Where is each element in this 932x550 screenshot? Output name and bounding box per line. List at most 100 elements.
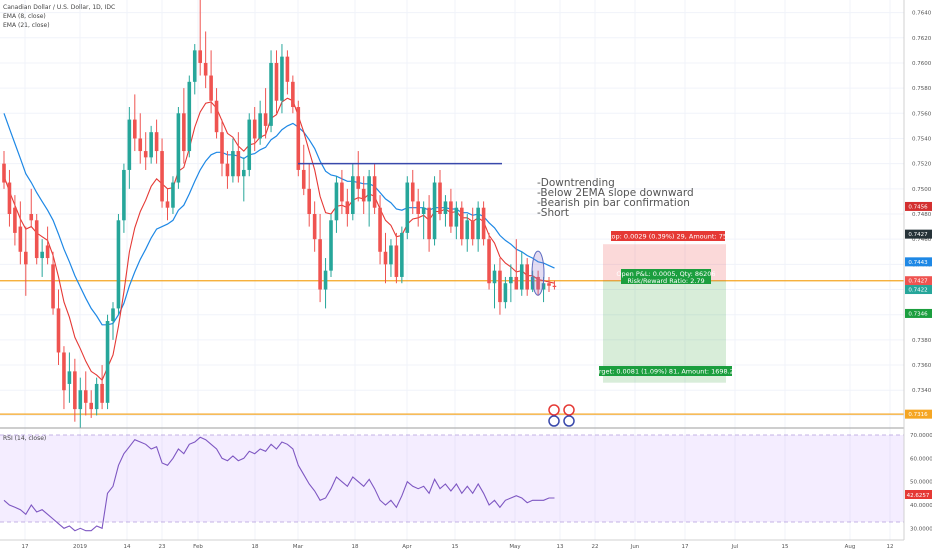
candle-body xyxy=(192,50,197,82)
candle-body xyxy=(470,220,475,240)
candle-body xyxy=(133,119,137,139)
candle-body xyxy=(225,163,230,177)
price-tick-label: 0.7560 xyxy=(912,111,932,117)
candle-body xyxy=(165,201,170,208)
candle-body xyxy=(127,119,132,170)
candle-body xyxy=(285,56,290,82)
time-tick-label: 15 xyxy=(452,544,459,550)
time-tick-label: Aug xyxy=(845,544,856,550)
candle-body xyxy=(220,132,224,164)
candle-body xyxy=(514,276,519,290)
candle-body xyxy=(62,352,66,391)
candle-body xyxy=(400,232,404,277)
horizontal-lines xyxy=(0,280,904,415)
price-badge xyxy=(905,201,932,211)
candle-body xyxy=(378,207,382,252)
candle-body xyxy=(116,220,121,309)
pnl-label: Open P&L: 0.0005, Qty: 86206 xyxy=(616,270,715,278)
flag-icon xyxy=(563,415,575,427)
rsi-band xyxy=(0,435,904,522)
candle-body xyxy=(503,283,508,303)
candle-body xyxy=(209,75,213,101)
annotation-line: -Below 2EMA slope downward xyxy=(537,187,694,199)
price-tick-label: 0.7520 xyxy=(912,162,932,168)
candle-body xyxy=(552,285,557,288)
candle-body xyxy=(138,138,143,152)
candle-body xyxy=(274,62,279,101)
candle-body xyxy=(280,56,284,101)
time-tick-label: Apr xyxy=(402,544,412,550)
price-tick-label: 0.7360 xyxy=(912,363,932,369)
pnl-label-bg xyxy=(621,269,711,284)
candle-body xyxy=(73,371,77,410)
candle-body xyxy=(154,132,159,152)
candle-body xyxy=(89,402,93,410)
candle-body xyxy=(247,119,252,170)
price-tick-label: 0.7340 xyxy=(912,388,932,394)
price-tick-label: 0.7540 xyxy=(912,136,932,142)
candle-body xyxy=(323,270,328,290)
price-badge xyxy=(905,229,932,239)
candle-body xyxy=(236,151,241,177)
candle-body xyxy=(94,383,99,410)
candle-body xyxy=(56,308,61,353)
ema8-legend: EMA (8, close) xyxy=(3,13,46,20)
candle-body xyxy=(18,226,23,252)
target-label: Target: 0.0081 (1.09%) 81, Amount: 1698.… xyxy=(591,368,738,376)
rsi-value-badge xyxy=(905,490,932,499)
time-tick-label: 23 xyxy=(159,544,166,550)
long-short-position[interactable] xyxy=(603,244,726,383)
price-badge-label: 0.7456 xyxy=(908,204,928,210)
time-tick-label: Jul xyxy=(731,544,739,550)
candle-body xyxy=(476,207,480,240)
candle-body xyxy=(394,245,399,277)
price-axis-bg[interactable] xyxy=(904,0,932,550)
annotation-line: -Short xyxy=(537,207,569,219)
candle-body xyxy=(100,383,104,403)
flag-icon xyxy=(548,404,560,416)
candle-body xyxy=(45,245,50,259)
candle-body xyxy=(258,113,262,139)
time-tick-label: May xyxy=(509,544,521,550)
time-tick-label: 22 xyxy=(592,544,599,550)
time-tick-label: 13 xyxy=(557,544,564,550)
candle-body xyxy=(242,169,246,177)
candle-body xyxy=(13,207,17,233)
price-tick-label: 0.7580 xyxy=(912,86,932,92)
economic-events[interactable] xyxy=(548,404,575,427)
candle-body xyxy=(389,245,393,265)
candle-body xyxy=(252,119,257,139)
candle-body xyxy=(105,321,110,403)
price-badge-label: 0.7422 xyxy=(908,288,927,294)
candle-body xyxy=(519,264,524,290)
legend: Canadian Dollar / U.S. Dollar, 1D, IDC E… xyxy=(3,4,115,442)
price-tick-label: 0.7380 xyxy=(912,338,932,344)
price-tick-label: 0.7500 xyxy=(912,187,932,193)
candle-body xyxy=(421,207,426,214)
time-tick-label: 12 xyxy=(887,544,894,550)
candle-body xyxy=(405,182,410,233)
candle-body xyxy=(307,188,311,214)
rsi-tick-label: 40.0000 xyxy=(910,503,932,509)
candle-body xyxy=(29,214,34,221)
candle-body xyxy=(329,220,333,271)
pin-bar-highlight[interactable] xyxy=(531,250,545,296)
candle-body xyxy=(176,113,181,183)
ema21-legend: EMA (21, close) xyxy=(3,22,50,29)
price-badge-label: 0.7316 xyxy=(908,412,928,418)
candle-body xyxy=(345,201,350,214)
candle-body xyxy=(361,188,366,202)
candle-body xyxy=(171,182,175,208)
candle-body xyxy=(301,169,306,189)
time-axis[interactable]: 17 2019 14 23 Feb 18 Mar 18 Apr 15 May 13 22 Jun 17 Jul… xyxy=(22,544,894,550)
time-tick-label: 17 xyxy=(682,544,689,550)
rsi-axis[interactable]: 70.0000 60.0000 50.0000 40.0000 30.0000 xyxy=(910,433,932,532)
time-tick-label: 14 xyxy=(124,544,131,550)
price-badge-label: 0.7427 xyxy=(908,232,928,238)
price-badge xyxy=(905,285,932,295)
time-tick-label: 2019 xyxy=(73,544,87,550)
price-badge-label: 0.7443 xyxy=(908,260,928,266)
candle-body xyxy=(2,163,6,183)
target-zone xyxy=(603,280,726,383)
